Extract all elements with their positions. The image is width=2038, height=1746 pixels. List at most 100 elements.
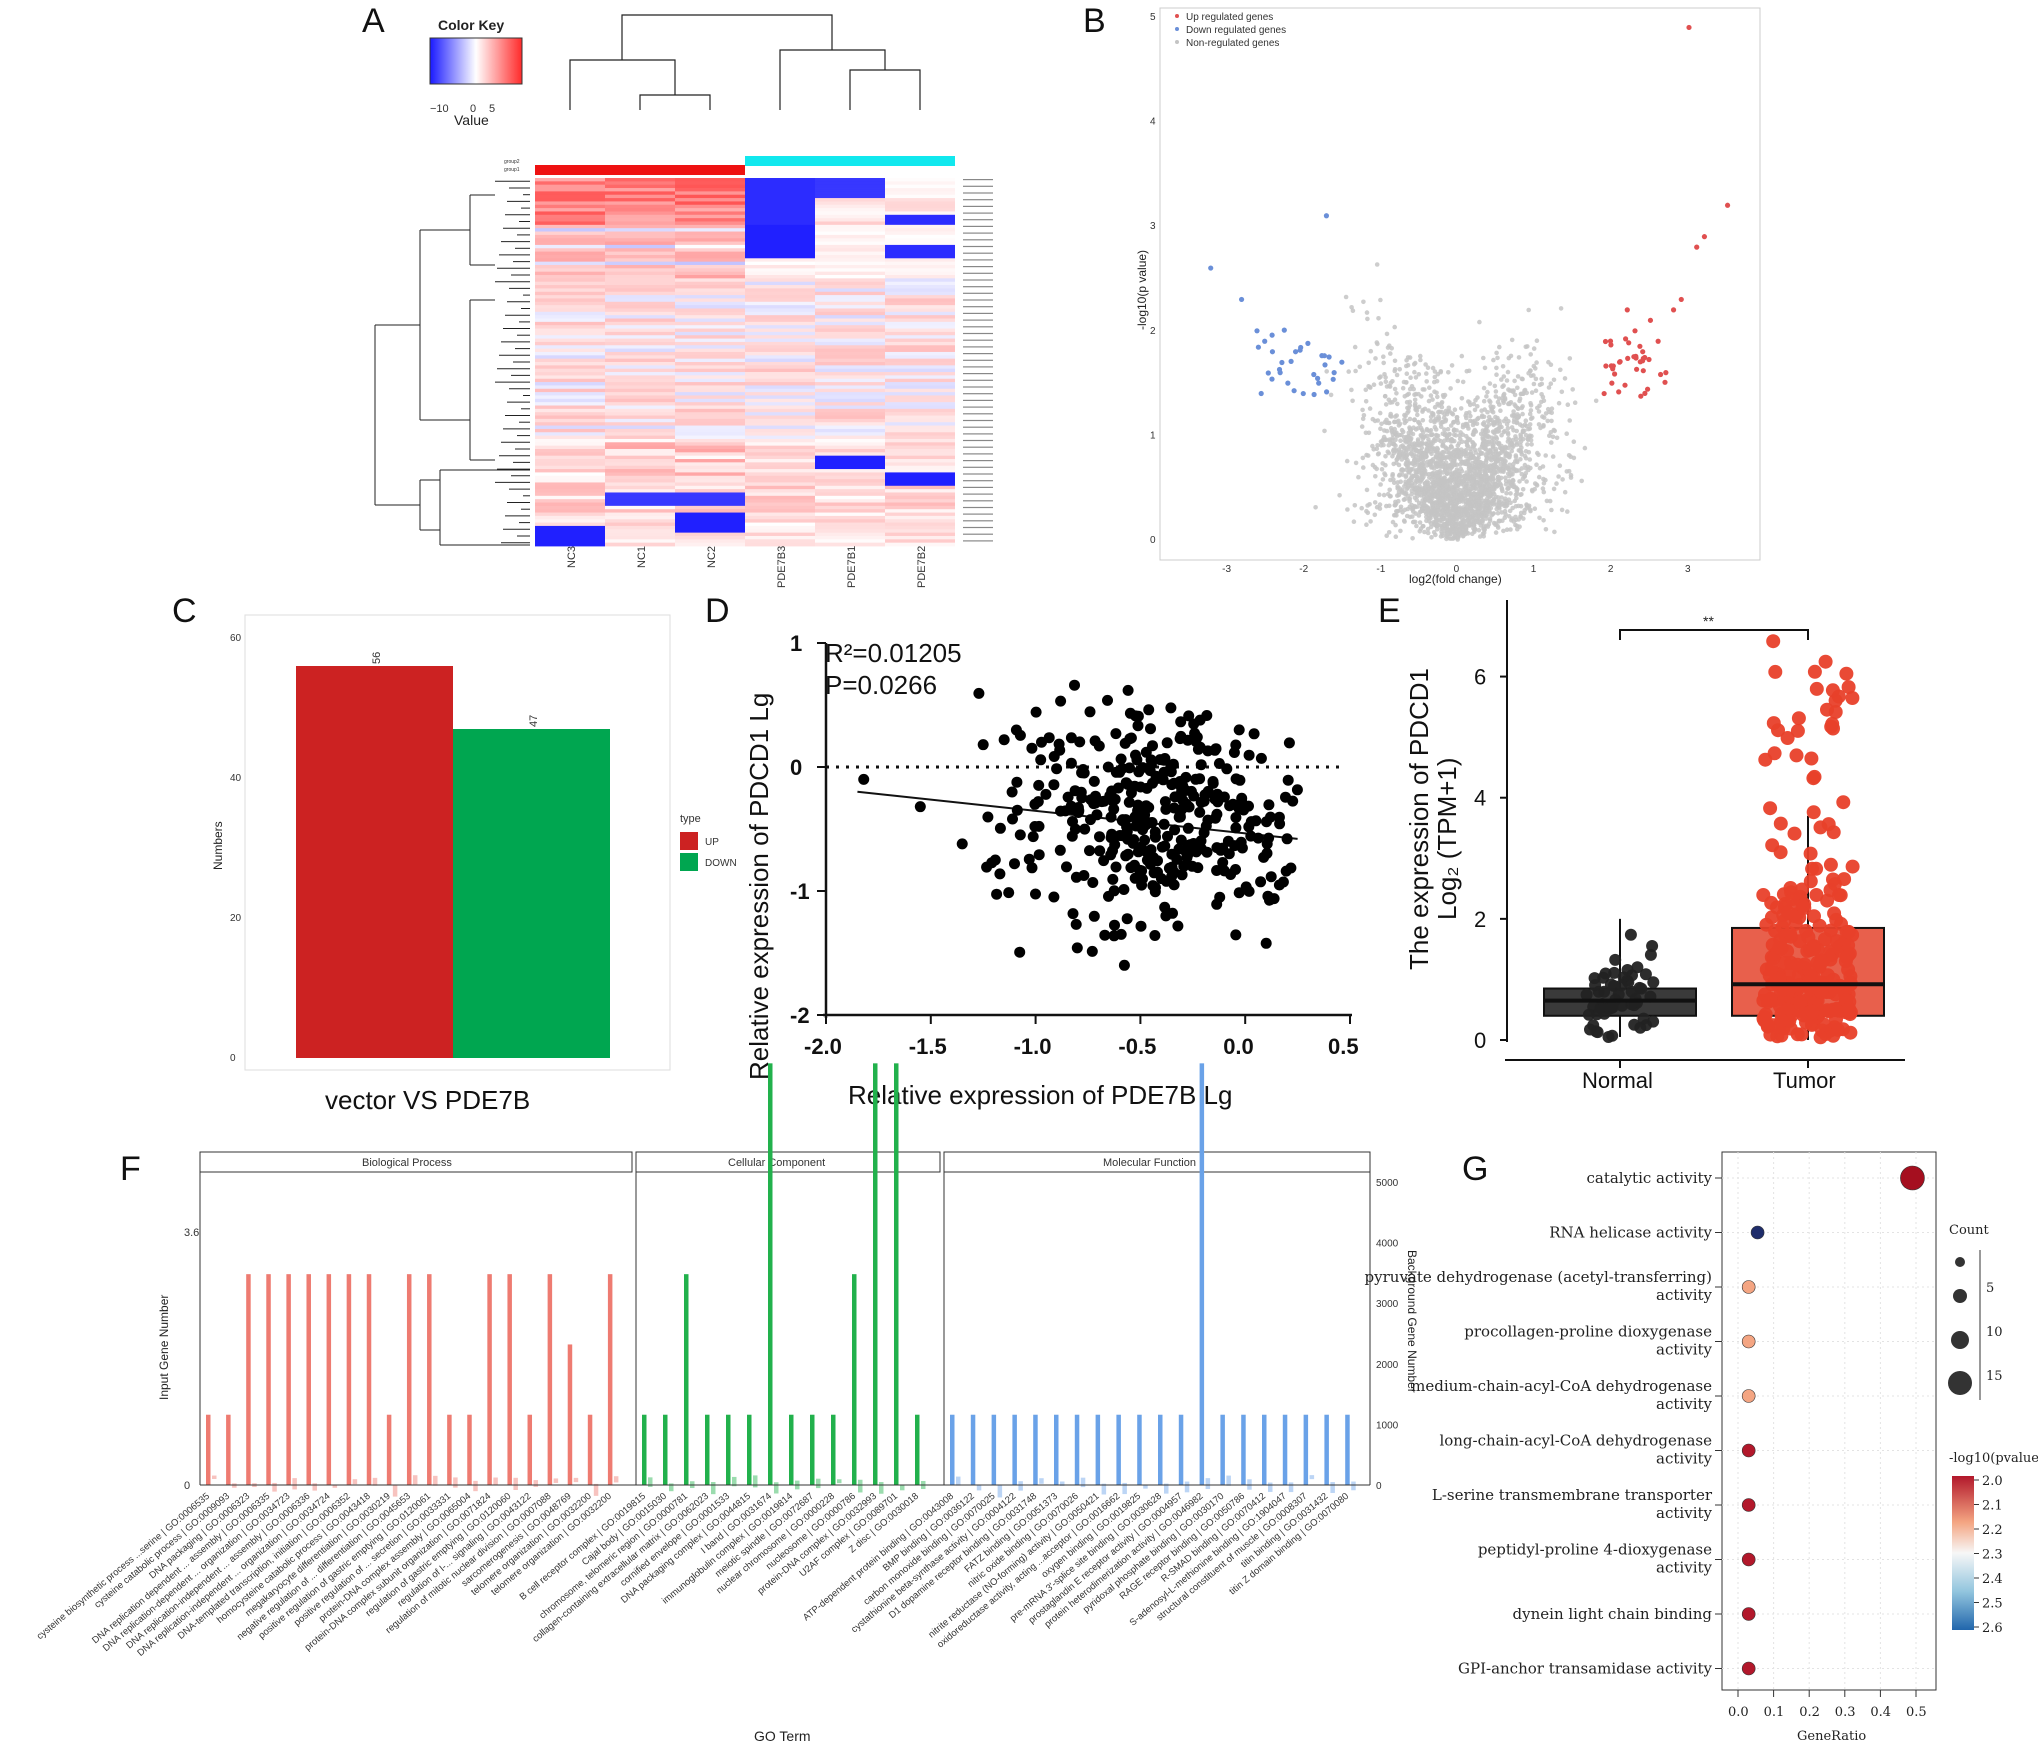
correlation-point — [1189, 727, 1201, 739]
panel-label-c: C — [172, 592, 197, 630]
go-background-bar — [648, 1477, 653, 1487]
heatmap-cell — [675, 291, 745, 296]
volcano-point-down — [1298, 344, 1304, 351]
volcano-point-nonreg — [1388, 351, 1393, 356]
heatmap-cell — [535, 194, 605, 199]
volcano-point-nonreg — [1370, 416, 1376, 422]
boxplot-point-tumor — [1826, 1028, 1841, 1043]
heatmap-cell — [535, 438, 605, 443]
go-background-bar — [711, 1482, 716, 1495]
volcano-point-nonreg — [1487, 449, 1493, 454]
heatmap-cell — [815, 525, 885, 530]
volcano-point-nonreg — [1464, 433, 1469, 439]
heatmap-cell — [675, 402, 745, 406]
correlation-point — [1122, 848, 1134, 860]
volcano-point-nonreg — [1405, 493, 1411, 499]
go-bar-panel: Biological Process Cellular Component Mo… — [35, 1063, 1419, 1744]
heatmap-cell — [745, 365, 815, 370]
correlation-point — [1168, 866, 1180, 878]
heatmap-cell — [605, 432, 675, 436]
volcano-point-nonreg — [1434, 499, 1439, 505]
heatmap-cell — [885, 455, 955, 460]
volcano-point-nonreg — [1508, 491, 1513, 496]
heatmap-cell — [675, 535, 745, 540]
volcano-point-nonreg — [1425, 530, 1431, 536]
heatmap-cell — [885, 502, 955, 507]
heatmap-cell — [675, 318, 745, 323]
heatmap-cell — [675, 418, 745, 423]
row-labels — [963, 179, 993, 542]
heatmap-cell — [605, 325, 675, 329]
heatmap-cell — [535, 285, 605, 289]
heatmap-cell — [815, 204, 885, 209]
correlation-point — [1107, 795, 1119, 807]
volcano-point-nonreg — [1504, 490, 1509, 496]
volcano-point-nonreg — [1402, 394, 1408, 399]
volcano-point-nonreg — [1396, 423, 1402, 428]
pvalue-legend-gradient — [1952, 1476, 1974, 1630]
row-label-mark — [963, 245, 993, 248]
volcano-point-nonreg — [1390, 472, 1395, 477]
volcano-point-nonreg — [1416, 513, 1422, 518]
volcano-point-nonreg — [1455, 485, 1460, 491]
heatmap-cell — [745, 194, 815, 199]
heatmap-cell — [675, 178, 745, 182]
row-label-mark — [963, 299, 993, 301]
pvalue-legend-label: 2.6 — [1982, 1621, 2003, 1636]
heatmap-cell — [675, 198, 745, 202]
dotplot-dot — [1900, 1165, 1925, 1191]
volcano-point-nonreg — [1424, 371, 1429, 376]
volcano-point-nonreg — [1498, 475, 1504, 481]
volcano-point-nonreg — [1520, 487, 1526, 492]
volcano-point-down — [1269, 332, 1275, 338]
correlation-point — [1105, 832, 1117, 844]
volcano-point-nonreg — [1413, 401, 1418, 407]
go-input-bar — [386, 1414, 392, 1485]
go-input-bar — [266, 1274, 271, 1485]
legend-up-swatch — [680, 832, 698, 850]
go-input-bar — [1303, 1414, 1309, 1485]
row-label-mark — [963, 426, 993, 428]
volcano-point-down — [1288, 358, 1294, 364]
go-y-left-label: Input Gene Number — [157, 1295, 171, 1400]
volcano-point-nonreg — [1463, 510, 1469, 516]
volcano-point-nonreg — [1432, 369, 1438, 374]
heatmap-cell — [745, 178, 815, 182]
dotplot-x-tick: 0.0 — [1728, 1705, 1749, 1720]
heatmap-cell — [815, 489, 885, 493]
go-input-bar — [726, 1414, 731, 1485]
volcano-point-nonreg — [1421, 429, 1426, 435]
correlation-point — [1135, 920, 1147, 932]
heatmap-cell — [605, 499, 675, 503]
volcano-point-nonreg — [1442, 392, 1448, 398]
go-input-bar — [1220, 1414, 1225, 1485]
volcano-point-nonreg — [1460, 479, 1465, 485]
volcano-point-nonreg — [1405, 444, 1411, 450]
volcano-point-nonreg — [1396, 498, 1401, 504]
volcano-point-nonreg — [1377, 502, 1383, 507]
heatmap-cell — [885, 368, 955, 373]
correlation-point — [1283, 737, 1295, 749]
group2-label: group2 — [504, 159, 520, 165]
correlation-point — [1261, 838, 1273, 850]
volcano-point-nonreg — [1491, 422, 1496, 428]
row-label-mark — [963, 393, 993, 395]
volcano-point-nonreg — [1533, 376, 1539, 382]
heatmap-cell — [675, 512, 745, 517]
correlation-point — [1053, 738, 1065, 750]
correlation-point — [1129, 859, 1140, 871]
correlation-point — [1120, 814, 1132, 826]
heatmap-cell — [675, 288, 745, 293]
heatmap-cell — [745, 258, 815, 263]
volcano-point-nonreg — [1471, 491, 1477, 496]
correlation-point — [1132, 710, 1144, 722]
heatmap-cell — [815, 264, 885, 269]
volcano-point-nonreg — [1439, 404, 1445, 410]
correlation-point — [1115, 753, 1127, 765]
volcano-point-nonreg — [1546, 359, 1551, 365]
heatmap-cell — [885, 291, 955, 296]
heatmap-cell — [675, 275, 745, 279]
heatmap-cell — [815, 288, 885, 293]
panel-label-b: B — [1083, 2, 1106, 40]
